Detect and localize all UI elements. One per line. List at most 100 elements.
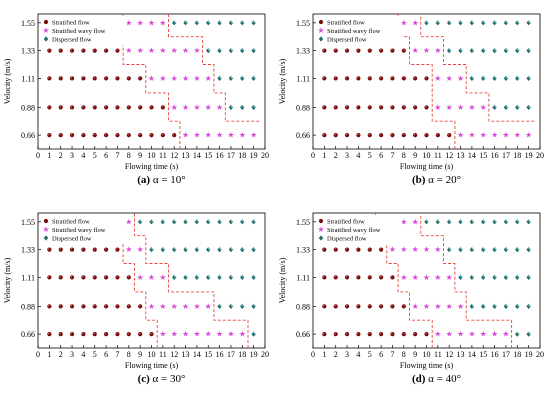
point-stratified (149, 332, 154, 337)
point-highlight (82, 49, 84, 51)
point-stratified (379, 76, 384, 81)
point-stratified-wavy: ★ (400, 217, 407, 226)
legend-marker-wavy: ★ (42, 26, 49, 35)
point-dispersed-facet (253, 303, 256, 307)
point-highlight (70, 133, 73, 136)
point-dispersed-facet (505, 219, 509, 222)
point-highlight (48, 106, 50, 108)
point-stratified (424, 105, 429, 110)
point-stratified (69, 133, 75, 138)
point-highlight (116, 248, 118, 250)
point-highlight (127, 305, 129, 307)
x-tick-label: 19 (525, 151, 533, 160)
point-stratified (69, 304, 75, 309)
point-dispersed-facet (483, 20, 486, 23)
point-stratified-wavy: ★ (491, 131, 498, 140)
point-dispersed-facet (449, 20, 452, 23)
point-stratified-wavy: ★ (446, 302, 453, 311)
point-dispersed-facet (219, 75, 222, 79)
x-tick-label: 18 (513, 151, 521, 160)
point-stratified (126, 133, 131, 138)
point-dispersed (435, 219, 441, 225)
point-dispersed-facet (517, 274, 520, 278)
point-dispersed-facet (517, 20, 520, 23)
point-stratified (322, 275, 327, 280)
point-highlight (93, 77, 95, 79)
point-stratified (115, 76, 120, 81)
x-tick-label: 0 (311, 350, 315, 359)
point-stratified (367, 133, 372, 138)
legend-label-wavy: Stratified wavy flow (327, 28, 381, 35)
x-tick-label: 14 (193, 350, 201, 359)
x-tick-label: 20 (261, 350, 269, 359)
legend-label-wavy: Stratified wavy flow (52, 28, 106, 35)
point-dispersed-facet (253, 75, 256, 79)
chart-panel-2: 0 1 2 3 4 5 6 7 8 9 10 11 12 13 14 15 16 17 18 19 200.660.88… (278, 13, 544, 186)
point-stratified (115, 332, 120, 337)
legend-marker-dispersed (318, 36, 324, 42)
point-stratified (69, 332, 75, 337)
point-dispersed-facet (230, 47, 234, 51)
point-dispersed-facet (151, 246, 154, 250)
point-highlight (93, 332, 95, 335)
point-highlight (334, 106, 336, 108)
point-highlight (59, 77, 61, 79)
point-dispersed-facet (185, 20, 188, 23)
y-tick-label: 1.55 (21, 19, 35, 28)
legend-marker-wavy: ★ (42, 225, 49, 234)
point-dispersed-facet (494, 303, 497, 307)
point-highlight (379, 77, 382, 79)
point-highlight (138, 77, 141, 79)
point-stratified (379, 133, 384, 138)
point-stratified (47, 247, 52, 252)
point-highlight (345, 49, 348, 51)
point-highlight (357, 77, 359, 79)
point-dispersed-facet (140, 219, 143, 222)
point-stratified (333, 105, 338, 110)
point-stratified (333, 48, 338, 53)
point-stratified-wavy: ★ (400, 245, 407, 254)
point-highlight (116, 305, 118, 307)
point-highlight (59, 276, 61, 278)
point-stratified (58, 76, 63, 81)
point-dispersed-facet (483, 75, 486, 79)
x-tick-label: 12 (445, 151, 453, 160)
x-tick-label: 8 (402, 151, 406, 160)
point-dispersed-facet (174, 219, 177, 222)
point-highlight (59, 49, 61, 51)
point-stratified-wavy: ★ (389, 245, 396, 254)
legend-marker-dispersed (43, 36, 49, 42)
point-dispersed-facet (253, 219, 256, 222)
point-highlight (82, 133, 84, 136)
caption-letter: (d) (412, 373, 426, 385)
x-tick-label: 1 (322, 151, 326, 160)
point-dispersed-facet (528, 104, 531, 108)
point-stratified (69, 247, 75, 252)
point-stratified (138, 304, 143, 309)
boundary-wavy-dispersed (134, 213, 249, 348)
point-stratified (401, 76, 406, 81)
point-stratified-wavy: ★ (148, 18, 155, 27)
point-highlight (357, 276, 359, 278)
x-tick-label: 10 (148, 151, 156, 160)
point-stratified (47, 105, 52, 110)
x-axis-title: Flowing time (s) (125, 361, 179, 370)
point-dispersed-facet (230, 246, 234, 250)
point-stratified (333, 332, 338, 337)
point-stratified (367, 247, 372, 252)
point-stratified (115, 48, 120, 53)
point-stratified (379, 105, 384, 110)
x-tick-label: 18 (238, 151, 246, 160)
point-highlight (82, 248, 84, 250)
point-stratified (115, 105, 120, 110)
point-stratified (47, 275, 52, 280)
point-dispersed-facet (494, 20, 497, 23)
point-stratified (333, 247, 338, 252)
point-highlight (82, 106, 84, 108)
y-tick-label: 1.55 (296, 218, 310, 227)
point-highlight (70, 77, 73, 79)
point-stratified-wavy: ★ (182, 103, 189, 112)
point-highlight (82, 276, 84, 278)
x-tick-label: 2 (334, 350, 338, 359)
point-stratified-wavy: ★ (159, 273, 166, 282)
